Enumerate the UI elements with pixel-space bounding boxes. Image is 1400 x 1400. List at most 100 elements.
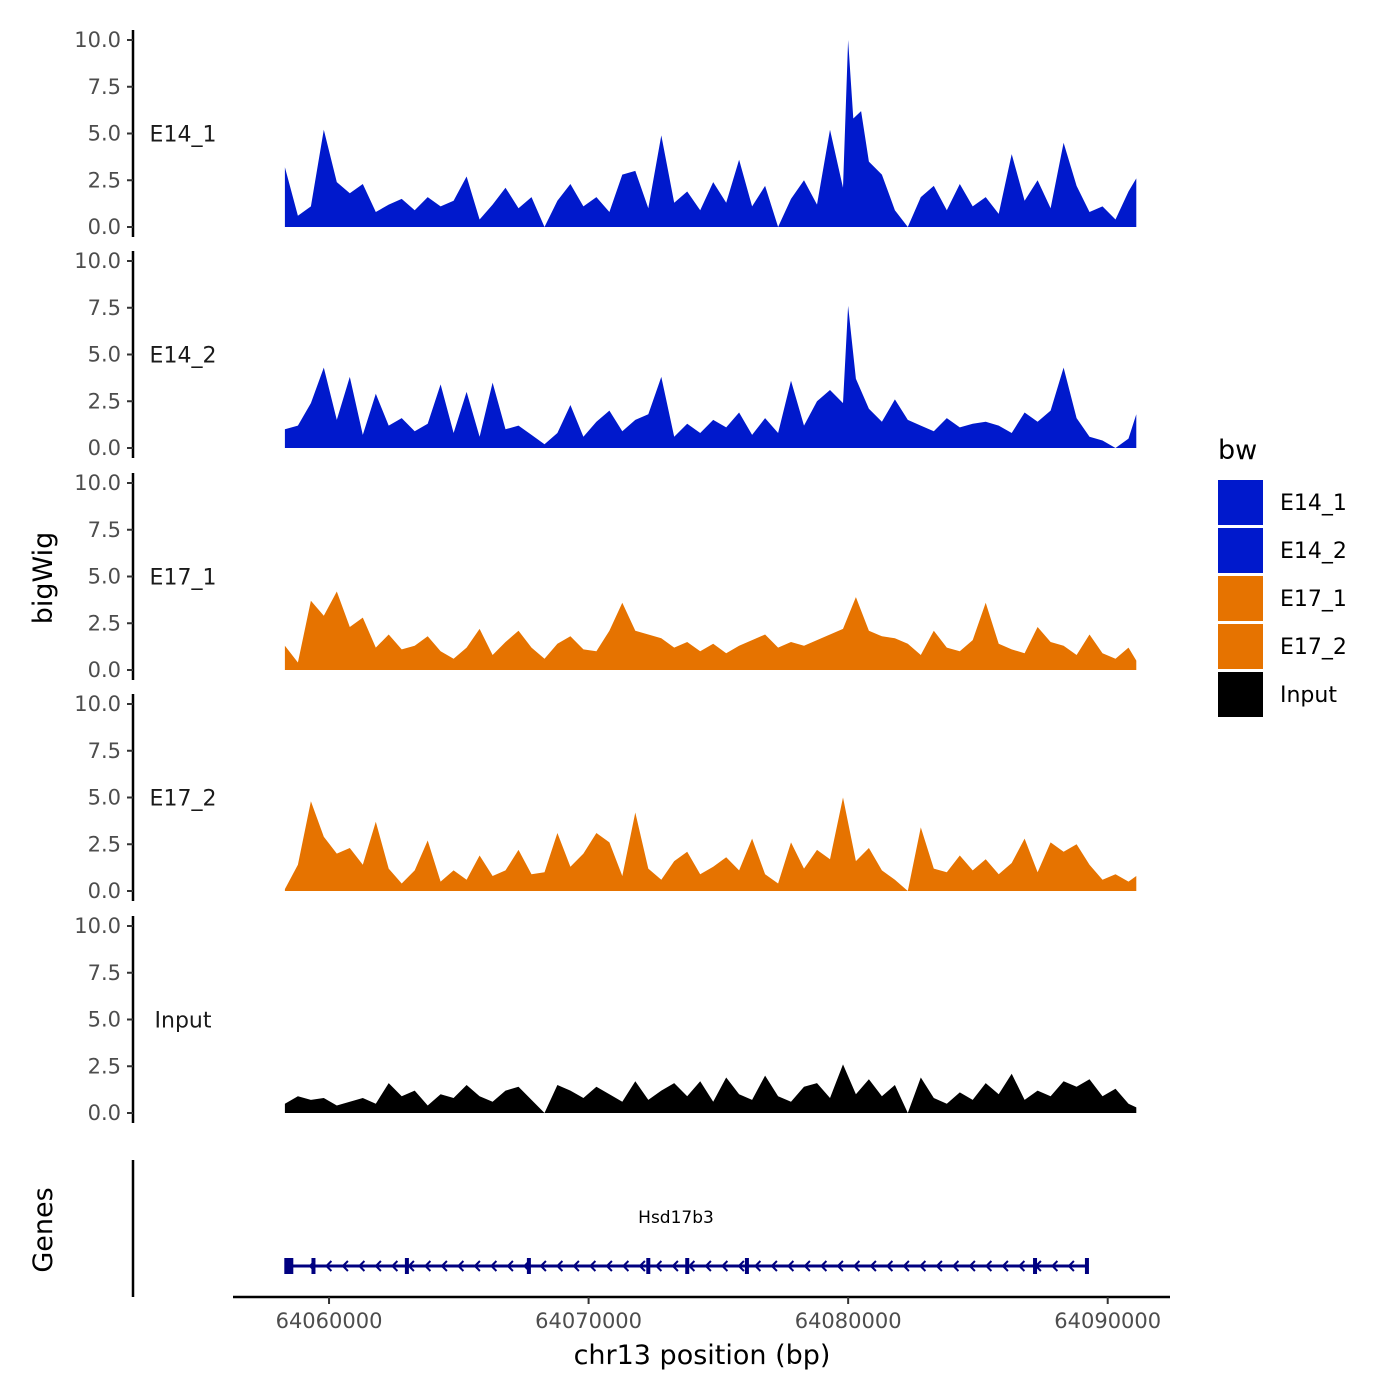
track-label: E17_2	[150, 787, 217, 812]
strand-arrow	[341, 1260, 349, 1272]
signal-area-e14_1	[284, 40, 1137, 227]
strand-arrow	[539, 1260, 547, 1272]
track-label: E14_1	[150, 123, 217, 148]
signal-area-e17_2	[284, 797, 1137, 891]
strand-arrow	[819, 1260, 828, 1272]
strand-arrow	[1001, 1260, 1009, 1272]
strand-arrow	[357, 1260, 366, 1272]
y-tick-label: 10.0	[74, 914, 121, 938]
y-tick-label: 0.0	[88, 1101, 121, 1125]
y-tick-label: 2.5	[88, 1054, 121, 1078]
strand-arrow	[654, 1260, 663, 1272]
strand-arrow	[638, 1260, 646, 1272]
y-tick-label: 7.5	[88, 961, 121, 985]
legend-swatch-input	[1218, 672, 1263, 717]
signal-area-e17_1	[284, 591, 1137, 670]
legend-swatch-e14_2	[1218, 528, 1263, 573]
x-axis: 64060000 64070000 64080000 64090000	[233, 1295, 1170, 1333]
legend: bw E14_1 E14_2 E17_1 E17_2 Input	[1218, 435, 1347, 717]
signal-area-input	[284, 1064, 1137, 1113]
strand-arrow	[770, 1260, 778, 1272]
strand-arrow	[324, 1260, 333, 1272]
strand-arrow	[869, 1260, 877, 1272]
signal-area-e14_2	[284, 305, 1137, 448]
track-label: Input	[155, 1009, 212, 1034]
y-tick-label: 2.5	[88, 389, 121, 413]
strand-arrow	[786, 1260, 795, 1272]
track-input: 0.0 2.5 5.0 7.5 10.0 Input	[74, 914, 1137, 1125]
exon-mark	[1084, 1258, 1089, 1274]
y-tick-label: 7.5	[88, 739, 121, 763]
strand-arrow	[506, 1260, 514, 1272]
y-tick-label: 5.0	[88, 122, 121, 146]
strand-arrow	[935, 1260, 943, 1272]
y-tick-label: 10.0	[74, 692, 121, 716]
strand-arrow	[803, 1260, 811, 1272]
track-e17_1: 0.0 2.5 5.0 7.5 10.0 E17_1	[74, 471, 1137, 682]
gene-name-label: Hsd17b3	[638, 1208, 714, 1228]
y-tick-label: 2.5	[88, 611, 121, 635]
strand-arrow	[390, 1260, 399, 1272]
exon-mark	[404, 1258, 409, 1274]
y-tick-label: 0.0	[88, 879, 121, 903]
strand-arrow	[1050, 1260, 1059, 1272]
genes-axis-title: Genes	[28, 1187, 59, 1272]
y-tick-label: 0.0	[88, 215, 121, 239]
x-tick-label: 64090000	[1054, 1309, 1161, 1333]
strand-arrow	[440, 1260, 448, 1272]
exon-mark	[311, 1258, 316, 1274]
strand-arrow	[407, 1260, 415, 1272]
exon-mark	[284, 1258, 294, 1274]
strand-arrow	[1067, 1260, 1075, 1272]
y-tick-label: 0.0	[88, 658, 121, 682]
legend-label-e14_2: E14_2	[1280, 539, 1347, 564]
x-axis-title: chr13 position (bp)	[574, 1340, 831, 1371]
y-axis-title: bigWig	[28, 532, 59, 625]
exon-mark	[1033, 1258, 1038, 1274]
legend-label-e17_1: E17_1	[1280, 587, 1347, 612]
legend-swatch-e17_2	[1218, 624, 1263, 669]
strand-arrow	[1017, 1260, 1026, 1272]
track-e17_2: 0.0 2.5 5.0 7.5 10.0 E17_2	[74, 692, 1137, 903]
y-tick-label: 10.0	[74, 249, 121, 273]
strand-arrow	[374, 1260, 382, 1272]
strand-arrow	[720, 1260, 729, 1272]
y-tick-label: 7.5	[88, 518, 121, 542]
strand-arrow	[489, 1260, 498, 1272]
y-tick-label: 2.5	[88, 168, 121, 192]
legend-title: bw	[1218, 435, 1257, 466]
strand-arrow	[836, 1260, 844, 1272]
strand-arrow	[918, 1260, 927, 1272]
track-label: E14_2	[150, 344, 217, 369]
bigwig-tracks: 0.0 2.5 5.0 7.5 10.0 E14_1 0.0 2.5 5.0 7.5 10.0 E14…	[74, 28, 1137, 1125]
strand-arrow	[885, 1260, 894, 1272]
track-e14_2: 0.0 2.5 5.0 7.5 10.0 E14_2	[74, 249, 1137, 460]
legend-swatch-e14_1	[1218, 480, 1263, 525]
legend-label-e14_1: E14_1	[1280, 491, 1347, 516]
y-tick-label: 7.5	[88, 296, 121, 320]
strand-arrow	[423, 1260, 432, 1272]
gene-panel: Hsd17b3	[131, 1160, 1089, 1297]
legend-swatch-e17_1	[1218, 576, 1263, 621]
y-tick-label: 5.0	[88, 1008, 121, 1032]
strand-arrow	[687, 1260, 696, 1272]
strand-arrow	[572, 1260, 580, 1272]
strand-arrow	[456, 1260, 465, 1272]
strand-arrow	[473, 1260, 481, 1272]
strand-arrow	[951, 1260, 960, 1272]
y-tick-label: 10.0	[74, 28, 121, 52]
x-tick-label: 64080000	[795, 1309, 902, 1333]
y-tick-label: 7.5	[88, 75, 121, 99]
track-label: E17_1	[150, 566, 217, 591]
strand-arrow	[753, 1260, 762, 1272]
track-e14_1: 0.0 2.5 5.0 7.5 10.0 E14_1	[74, 28, 1137, 239]
legend-label-e17_2: E17_2	[1280, 635, 1347, 660]
strand-arrow	[902, 1260, 910, 1272]
x-tick-label: 64060000	[276, 1309, 383, 1333]
exon-mark	[685, 1258, 690, 1274]
strand-arrow	[984, 1260, 993, 1272]
strand-arrow	[704, 1260, 712, 1272]
y-tick-label: 5.0	[88, 343, 121, 367]
y-tick-label: 5.0	[88, 786, 121, 810]
